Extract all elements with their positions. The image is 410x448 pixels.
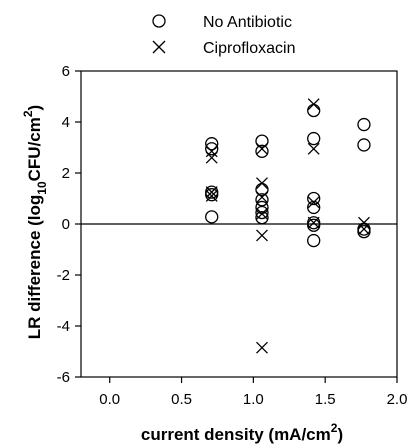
point-no-antibiotic — [357, 138, 371, 152]
point-ciprofloxacin — [256, 191, 268, 204]
x-tick-label: 2.0 — [387, 391, 408, 408]
y-tick-label: -4 — [57, 318, 70, 335]
point-ciprofloxacin — [256, 207, 268, 220]
point-no-antibiotic — [307, 233, 321, 248]
point-ciprofloxacin — [307, 216, 320, 229]
point-ciprofloxacin — [256, 142, 268, 155]
point-no-antibiotic — [205, 142, 219, 156]
point-ciprofloxacin — [256, 229, 268, 242]
point-ciprofloxacin — [358, 223, 370, 236]
x-axis-title: current density (mA/cm2) — [141, 421, 343, 444]
legend-marker-no-antibiotic — [152, 14, 166, 28]
point-no-antibiotic — [255, 144, 269, 158]
point-no-antibiotic — [307, 218, 321, 232]
y-tick-label: 0 — [62, 216, 70, 233]
point-ciprofloxacin — [205, 151, 218, 164]
point-no-antibiotic — [307, 131, 321, 146]
point-no-antibiotic — [307, 103, 321, 118]
legend: No Antibiotic Ciprofloxacin — [152, 14, 295, 57]
point-no-antibiotic — [205, 137, 219, 151]
y-tick-label: 2 — [62, 165, 70, 182]
point-ciprofloxacin — [256, 177, 268, 190]
point-no-antibiotic — [357, 224, 371, 239]
x-tick-label: 1.0 — [243, 391, 264, 408]
point-no-antibiotic — [205, 210, 219, 224]
point-ciprofloxacin — [205, 145, 218, 158]
point-no-antibiotic — [255, 193, 269, 207]
data-points — [205, 98, 371, 354]
legend-label-no-antibiotic: No Antibiotic — [203, 14, 292, 31]
y-axis: -6 -4 -2 0 2 4 6 — [57, 63, 81, 386]
point-no-antibiotic — [205, 188, 219, 202]
point-no-antibiotic — [357, 117, 371, 132]
point-ciprofloxacin — [256, 341, 268, 354]
y-tick-label: -6 — [57, 369, 70, 386]
x-axis: 0.0 0.5 1.0 1.5 2.0 — [99, 377, 407, 408]
y-axis-title: LR difference (log10CFU/cm2) — [21, 105, 49, 339]
point-ciprofloxacin — [358, 216, 370, 229]
point-ciprofloxacin — [307, 98, 320, 111]
point-no-antibiotic — [307, 191, 321, 206]
x-tick-label: 1.5 — [315, 391, 336, 408]
point-no-antibiotic — [255, 134, 269, 148]
point-ciprofloxacin — [205, 186, 218, 199]
point-ciprofloxacin — [205, 189, 218, 202]
point-no-antibiotic — [255, 210, 269, 225]
point-ciprofloxacin — [307, 196, 320, 209]
legend-marker-ciprofloxacin — [152, 40, 166, 54]
x-tick-label: 0.5 — [171, 391, 192, 408]
point-ciprofloxacin — [307, 142, 320, 155]
y-tick-label: 6 — [62, 63, 70, 80]
y-tick-label: -2 — [57, 267, 70, 284]
point-no-antibiotic — [255, 205, 269, 220]
legend-label-ciprofloxacin: Ciprofloxacin — [203, 40, 295, 57]
x-tick-label: 0.0 — [99, 391, 120, 408]
y-tick-label: 4 — [62, 114, 70, 131]
